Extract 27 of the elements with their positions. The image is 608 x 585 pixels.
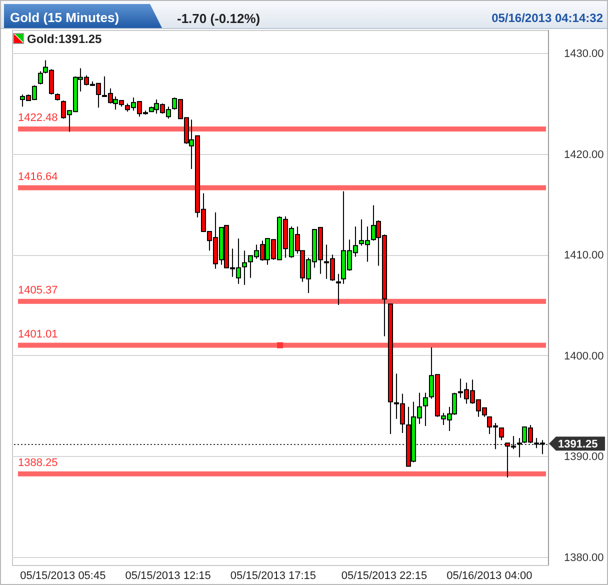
ref-line-label: 1388.25 [18,456,58,469]
text: 05/16/2013 04:14:32 [492,11,604,25]
y-tick-label: 1420.00 [564,148,604,161]
ref-line-label: 1391.25 [558,438,598,450]
ref-line-label: 1405.37 [18,284,58,296]
candlestick [242,250,247,286]
annotation: Gold:1391.25 [27,32,102,46]
x-tick-label: 05/15/2013 22:15 [341,570,428,582]
chart-subtitle: -1.70 (-0.12%) [177,11,260,26]
candlestick [499,427,504,441]
x-tick-label: 05/16/2013 04:00 [446,570,532,582]
candlestick [336,273,341,306]
candlestick [517,438,522,458]
candlestick [423,392,428,426]
y-tick-label: 1380.00 [564,552,604,564]
ref-line-label: 1422.48 [18,112,58,124]
y-tick-label: 1410.00 [564,250,604,262]
ref-line-label: 1416.64 [18,170,58,183]
y-tick-label: 1390.00 [564,451,604,464]
y-tick-label: 1400.00 [564,350,604,362]
ref-line-label: 1401.01 [18,328,58,340]
x-tick-label: 05/15/2013 05:45 [20,570,106,582]
x-tick-label: 05/15/2013 17:15 [230,570,316,582]
y-tick-label: 1430.00 [564,48,604,60]
chart-title: Gold (15 Minutes) [10,10,120,25]
x-tick-label: 05/15/2013 12:15 [125,570,211,582]
candlestick [38,70,43,85]
